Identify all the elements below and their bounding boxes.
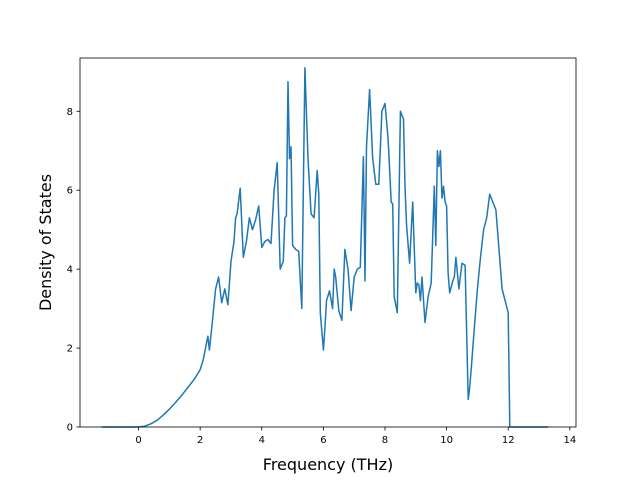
plot-frame	[79, 57, 577, 428]
x-axis-label: Frequency (THz)	[263, 455, 393, 474]
x-tick-label: 0	[135, 435, 141, 446]
x-tick-label: 14	[563, 435, 576, 446]
y-tick-label: 8	[67, 107, 73, 118]
y-tick-label: 6	[67, 186, 73, 197]
x-tick-label: 2	[197, 435, 203, 446]
x-tick-label: 10	[440, 435, 453, 446]
x-tick-label: 8	[382, 435, 388, 446]
y-tick-label: 0	[67, 423, 73, 434]
y-tick-label: 2	[67, 344, 73, 355]
x-tick-label: 4	[259, 435, 265, 446]
x-tick-label: 6	[320, 435, 326, 446]
y-tick-label: 4	[67, 265, 73, 276]
y-axis-label: Density of States	[36, 174, 55, 311]
dos-series-line	[101, 67, 549, 428]
series-layer	[101, 67, 549, 428]
x-tick-label: 12	[502, 435, 515, 446]
tick-layer: 0 2 4 6 8 10 12 14 0 2 4 6 8	[67, 107, 577, 446]
